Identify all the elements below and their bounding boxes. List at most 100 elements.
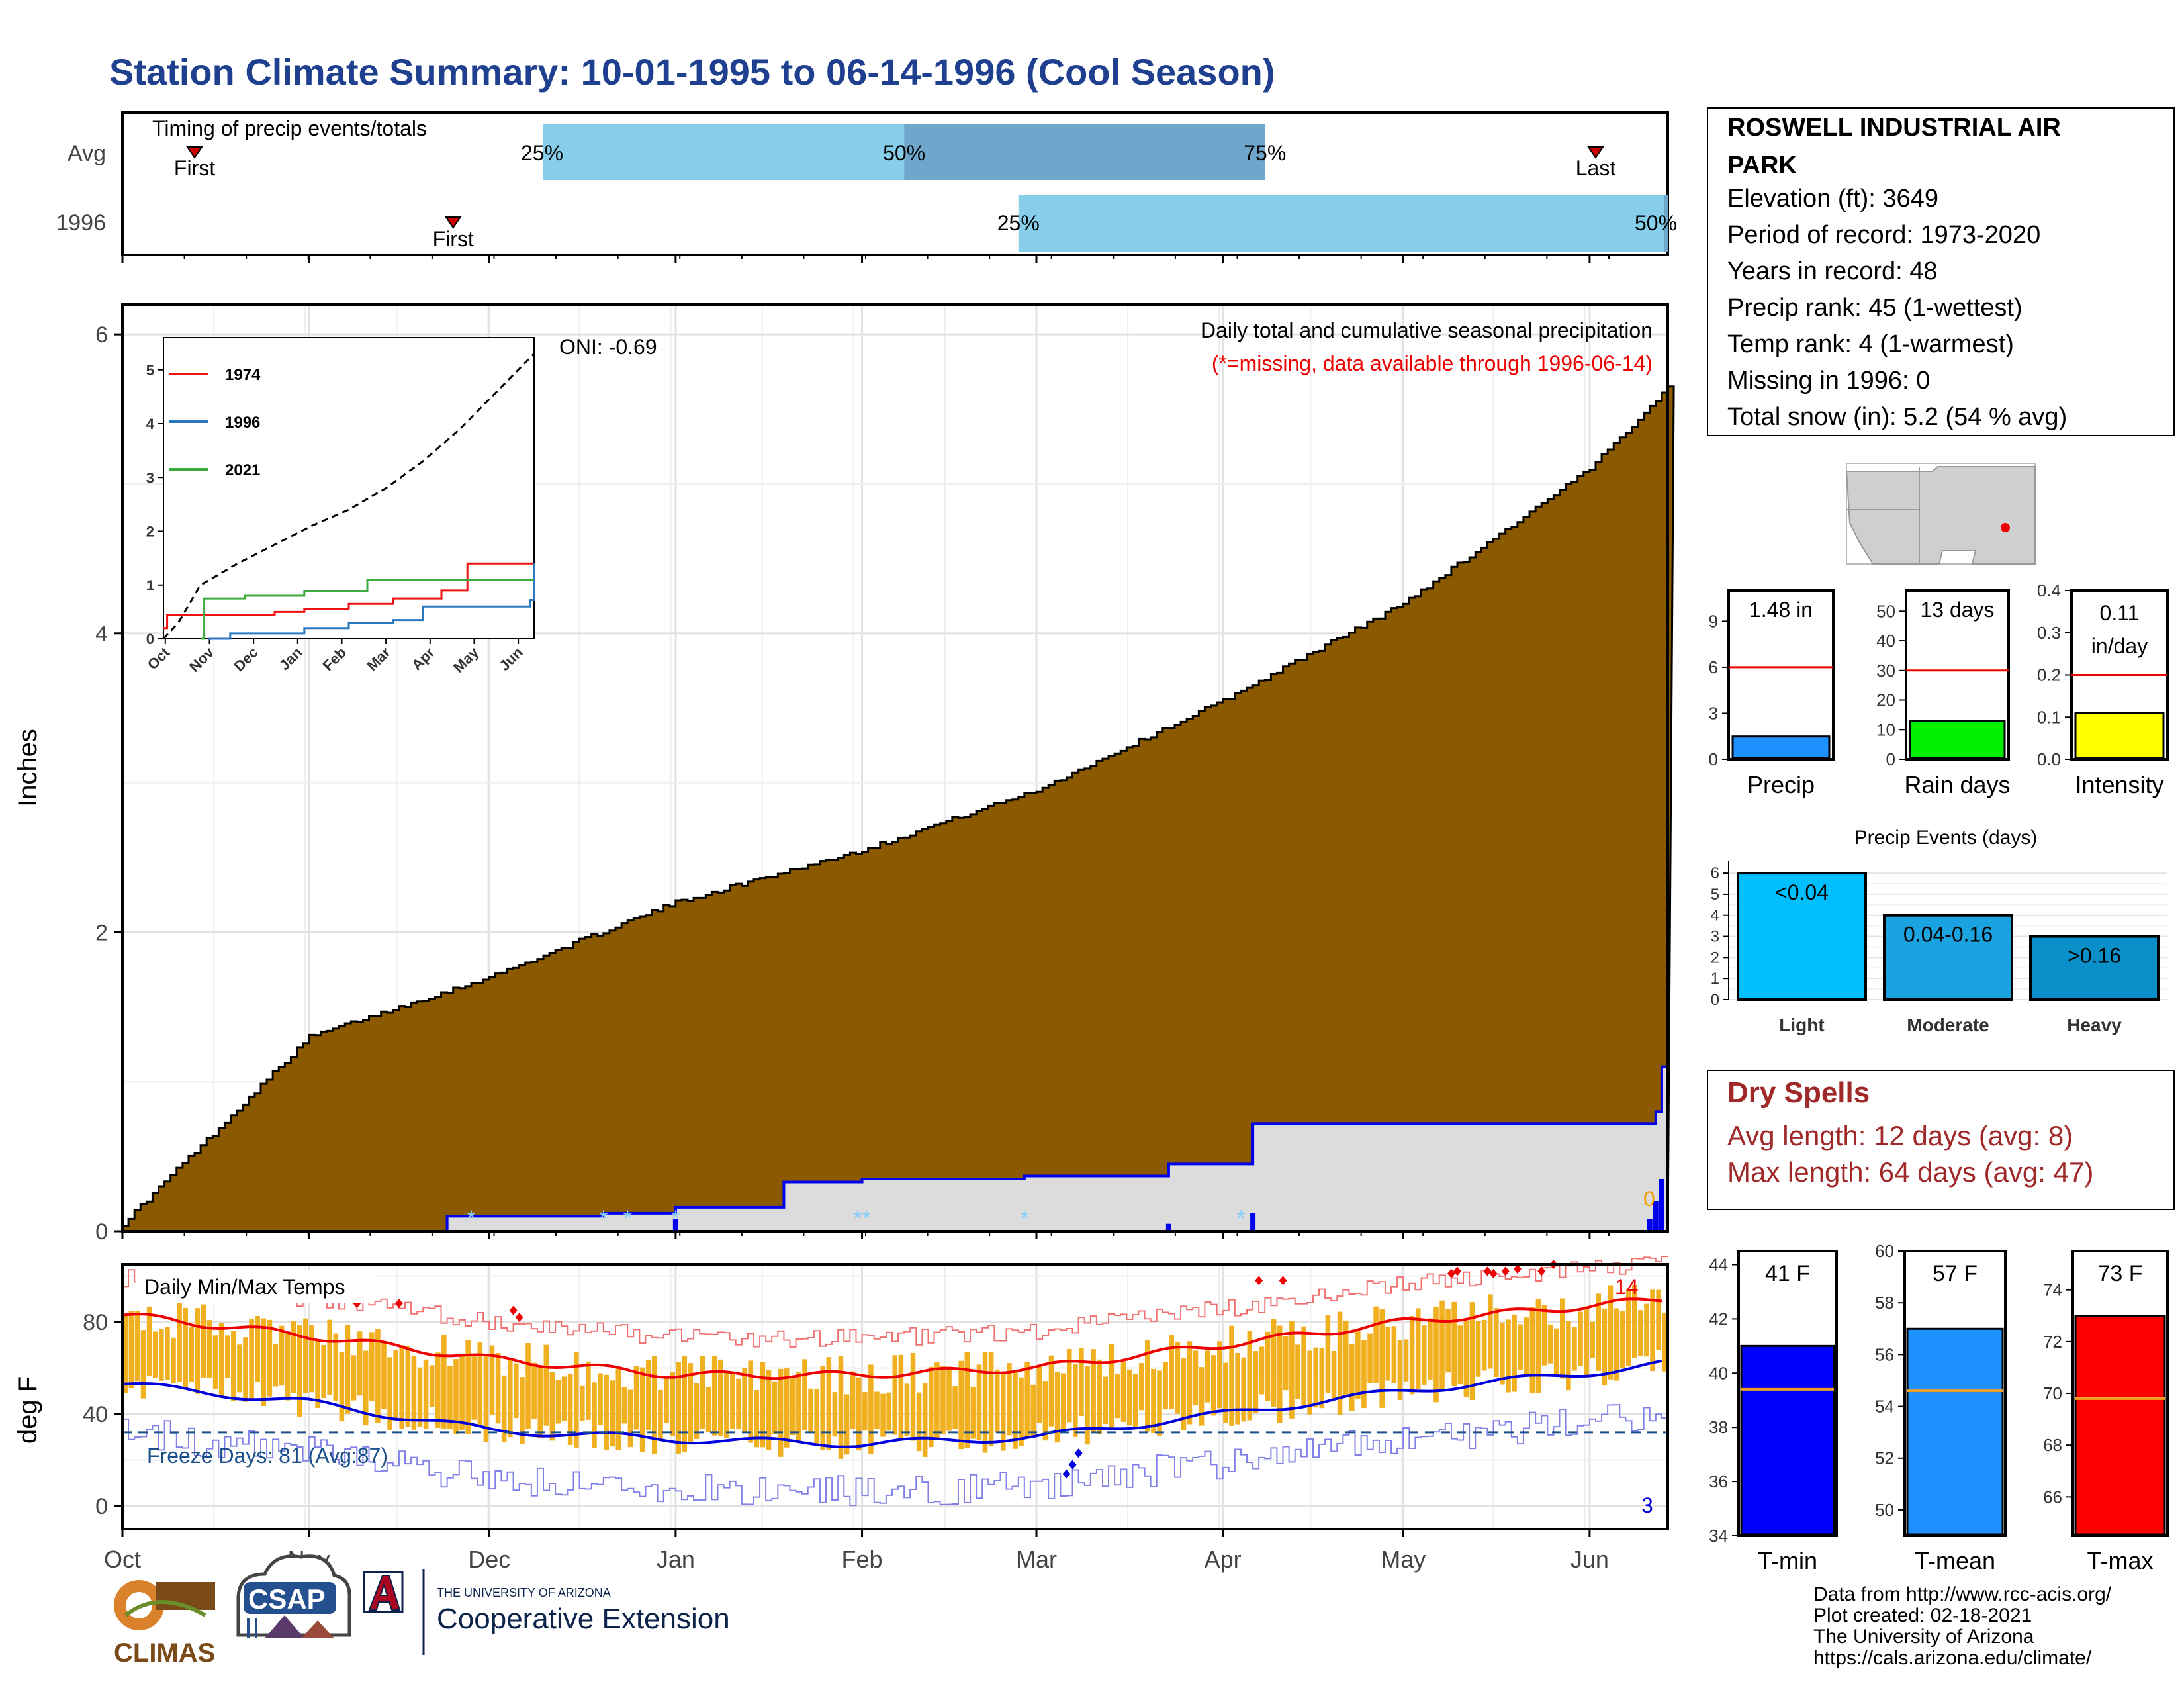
daily-temp-range-bar (928, 1366, 934, 1448)
mini-chart-bar (1909, 720, 2006, 759)
daily-temp-range-bar (1241, 1357, 1247, 1422)
daily-temp-range-bar (639, 1367, 645, 1453)
daily-temp-range-bar (1199, 1367, 1205, 1426)
temp-summary-tick-label: 72 (2043, 1332, 2062, 1352)
daily-temp-range-bar (1391, 1326, 1397, 1383)
daily-temp-range-bar (1210, 1355, 1216, 1416)
daily-temp-range-bar (273, 1343, 279, 1387)
daily-temp-range-bar (201, 1304, 206, 1378)
station-name: ROSWELL INDUSTRIAL AIR (1727, 114, 2061, 142)
temp-summary-tick-label: 58 (1875, 1293, 1894, 1313)
daily-temp-range-bar (711, 1355, 717, 1436)
daily-temp-range-bar (904, 1383, 910, 1436)
locator-map (1845, 463, 2036, 565)
daily-temp-range-bar (652, 1356, 657, 1454)
temp-summary-bar (1906, 1327, 2004, 1536)
mini-chart-value: 13 days (1920, 598, 1994, 622)
temp-summary-bar (2074, 1315, 2166, 1536)
daily-temp-range-bar (856, 1377, 862, 1451)
daily-temp-range-bar (1535, 1299, 1541, 1393)
station-snow: Total snow (in): 5.2 (54 % avg) (1727, 403, 2067, 431)
historical-inset: 0 1 2 3 4 5 Oct Nov Dec Jan Feb Mar Apr May Jun 1974 199… (144, 337, 535, 676)
events-title: Precip Events (days) (1854, 827, 2038, 849)
mini-chart-tick-label: 0.3 (2037, 623, 2061, 643)
daily-temp-range-bar (916, 1392, 922, 1452)
daily-temp-range-bar (1596, 1293, 1602, 1371)
timing-label: Timing of precip events/totals (152, 117, 427, 140)
footer-url: https://cals.arizona.edu/climate/ (1813, 1647, 2092, 1669)
inset-x-label: May (450, 643, 482, 675)
daily-temp-range-bar (501, 1375, 507, 1443)
mini-chart-value-unit: in/day (2091, 634, 2148, 658)
daily-temp-range-bar (255, 1315, 260, 1382)
daily-temp-range-bar (970, 1386, 976, 1439)
station-precip-rank: Precip rank: 45 (1-wettest) (1727, 294, 2023, 322)
record-high-marker (394, 1299, 403, 1309)
record-high-marker (1537, 1266, 1546, 1276)
daily-temp-range-bar (1169, 1335, 1174, 1409)
daily-temp-range-bar (688, 1363, 694, 1442)
daily-temp-range-bar (1361, 1340, 1367, 1409)
daily-temp-range-bar (514, 1363, 519, 1419)
daily-temp-range-bar (988, 1352, 994, 1446)
daily-temp-range-bar (267, 1319, 273, 1397)
daily-temp-range-bar (1259, 1346, 1265, 1395)
daily-temp-range-bar (1126, 1369, 1132, 1426)
inset-x-label: Nov (186, 643, 218, 675)
station-missing: Missing in 1996: 0 (1727, 367, 1930, 395)
events-tick-label: 1 (1711, 970, 1719, 988)
daily-temp-range-bar (1157, 1370, 1162, 1436)
daily-temp-range-bar (507, 1358, 513, 1438)
mini-chart-tick-label: 0 (1886, 749, 1895, 769)
temperature-panel: deg F 04080OctNovDecJanFebMarAprMayJun D… (13, 1256, 1669, 1573)
daily-temp-range-bar (682, 1356, 688, 1452)
daily-temp-range-bar (886, 1392, 891, 1431)
daily-temp-range-bar (676, 1362, 681, 1454)
daily-temp-range-bar (261, 1318, 267, 1407)
daily-temp-range-bar (1277, 1325, 1283, 1423)
precip-y-tick-label: 2 (95, 920, 108, 945)
daily-temp-range-bar (982, 1352, 988, 1453)
daily-temp-range-bar (1451, 1301, 1457, 1387)
daily-temp-range-bar (664, 1377, 669, 1424)
daily-temp-range-bar (1181, 1358, 1187, 1430)
daily-temp-range-bar (1614, 1308, 1619, 1381)
daily-temp-range-bar (922, 1383, 928, 1457)
events-bar (1737, 872, 1867, 1002)
precip-y-tick-label: 6 (95, 322, 108, 348)
mini-chart-value: 1.48 in (1749, 598, 1813, 622)
daily-temp-range-bar (1638, 1310, 1643, 1357)
missing-marker: * (1236, 1206, 1245, 1231)
daily-temp-range-bar (1115, 1374, 1120, 1419)
daily-temp-range-bar (537, 1366, 543, 1438)
mini-chart-tick-label: 0.0 (2037, 749, 2061, 769)
station-frame (1707, 107, 2175, 436)
daily-temp-range-bar (1547, 1324, 1553, 1364)
daily-temp-range-bar (1091, 1349, 1096, 1432)
daily-temp-range-bar (610, 1380, 615, 1447)
temp-summary-value: 73 F (2097, 1261, 2142, 1286)
inset-x-label: Oct (144, 643, 173, 673)
record-low-marker (1068, 1460, 1077, 1470)
daily-temp-range-bar (1109, 1344, 1115, 1429)
daily-temp-range-bar (1439, 1300, 1445, 1389)
daily-temp-range-bar (615, 1368, 621, 1450)
daily-temp-range-bar (520, 1377, 525, 1444)
daily-temp-range-bar (165, 1327, 170, 1380)
daily-temp-range-bar (357, 1331, 363, 1396)
daily-temp-range-bar (237, 1344, 242, 1393)
daily-temp-range-bar (1073, 1364, 1078, 1437)
max-count-label: 14 (1615, 1275, 1639, 1299)
record-high-marker (1279, 1276, 1287, 1286)
daily-temp-range-bar (489, 1345, 495, 1415)
daily-temp-range-bar (1085, 1365, 1090, 1445)
temp-summary-value: 41 F (1765, 1261, 1810, 1286)
daily-temp-range-bar (531, 1362, 537, 1419)
daily-temp-range-bar (1132, 1374, 1138, 1427)
mini-chart-tick-label: 10 (1876, 720, 1895, 739)
events-category-label: Light (1779, 1015, 1824, 1035)
ua-small-text: THE UNIVERSITY OF ARIZONA (437, 1586, 611, 1599)
daily-temp-range-bar (952, 1386, 958, 1429)
daily-temp-range-bar (146, 1306, 152, 1376)
